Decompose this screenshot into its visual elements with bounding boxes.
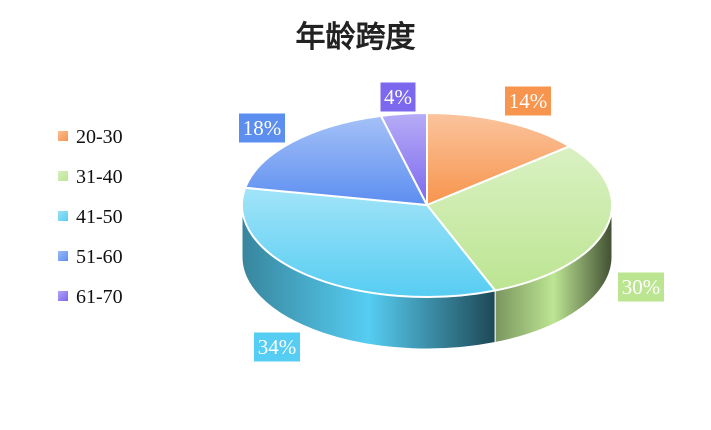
legend-swatch <box>58 171 68 181</box>
data-labels: 14% 30% 34% 18% 4% <box>238 81 665 363</box>
legend-item-41-50[interactable]: 41-50 <box>58 206 123 228</box>
legend-item-51-60[interactable]: 51-60 <box>58 246 123 268</box>
pie-slices <box>241 112 613 298</box>
svg-text:14%: 14% <box>509 89 548 113</box>
svg-text:34%: 34% <box>258 335 297 359</box>
legend-item-20-30[interactable]: 20-30 <box>58 126 123 148</box>
legend-swatch <box>58 131 68 141</box>
svg-text:30%: 30% <box>622 275 661 299</box>
legend-label: 51-60 <box>76 246 123 268</box>
data-label-31-40: 30% <box>617 271 665 303</box>
legend-label: 61-70 <box>76 286 123 308</box>
svg-text:4%: 4% <box>384 85 412 109</box>
data-label-61-70: 4% <box>379 81 417 113</box>
legend-swatch <box>58 211 68 221</box>
data-label-20-30: 14% <box>504 85 552 117</box>
svg-text:18%: 18% <box>243 116 282 140</box>
chart-title: 年龄跨度 <box>295 20 416 55</box>
legend: 20-30 31-40 41-50 51-60 61-70 <box>58 126 123 308</box>
legend-label: 41-50 <box>76 206 123 228</box>
pie-slice-31-40[interactable] <box>426 145 613 292</box>
pie-slice-41-50[interactable] <box>241 186 497 298</box>
data-label-51-60: 18% <box>238 112 286 144</box>
data-label-41-50: 34% <box>253 331 301 363</box>
legend-item-31-40[interactable]: 31-40 <box>58 166 123 188</box>
pie-slice-61-70[interactable] <box>379 112 428 206</box>
legend-swatch <box>58 251 68 261</box>
legend-label: 20-30 <box>76 126 123 148</box>
legend-item-61-70[interactable]: 61-70 <box>58 286 123 308</box>
legend-label: 31-40 <box>76 166 123 188</box>
pie-slice-20-30[interactable] <box>426 112 571 206</box>
legend-swatch <box>58 291 68 301</box>
pie-slice-51-60[interactable] <box>244 114 428 206</box>
